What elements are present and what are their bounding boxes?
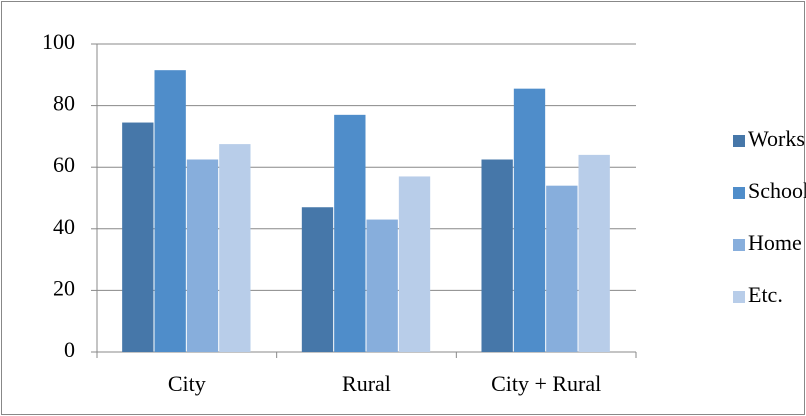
bar [186,159,219,352]
y-tick-label: 20 [53,275,75,300]
legend-swatch [733,291,745,303]
legend-swatch [733,135,745,147]
legend-label: Works [748,126,805,151]
legend-label: School [748,178,806,203]
legend-swatch [733,239,745,251]
y-tick-label: 60 [53,152,75,177]
x-tick-label: Rural [342,371,391,396]
bar [578,154,610,352]
bar [334,114,366,352]
legend-swatch [733,187,745,199]
bar [481,159,513,352]
y-tick-label: 40 [53,214,75,239]
bar [546,185,578,352]
x-tick-label: City [168,371,206,396]
y-tick-label: 100 [42,29,75,54]
y-tick-label: 80 [53,91,75,116]
legend-label: Etc. [748,282,783,307]
bar [301,207,334,352]
bar [122,122,154,352]
bar [154,70,186,353]
legend-label: Home [748,230,802,255]
bar [219,144,251,352]
x-tick-label: City + Rural [491,371,601,396]
y-tick-label: 0 [64,337,75,362]
bar [366,219,398,352]
bar [398,176,431,352]
bar [513,88,546,352]
